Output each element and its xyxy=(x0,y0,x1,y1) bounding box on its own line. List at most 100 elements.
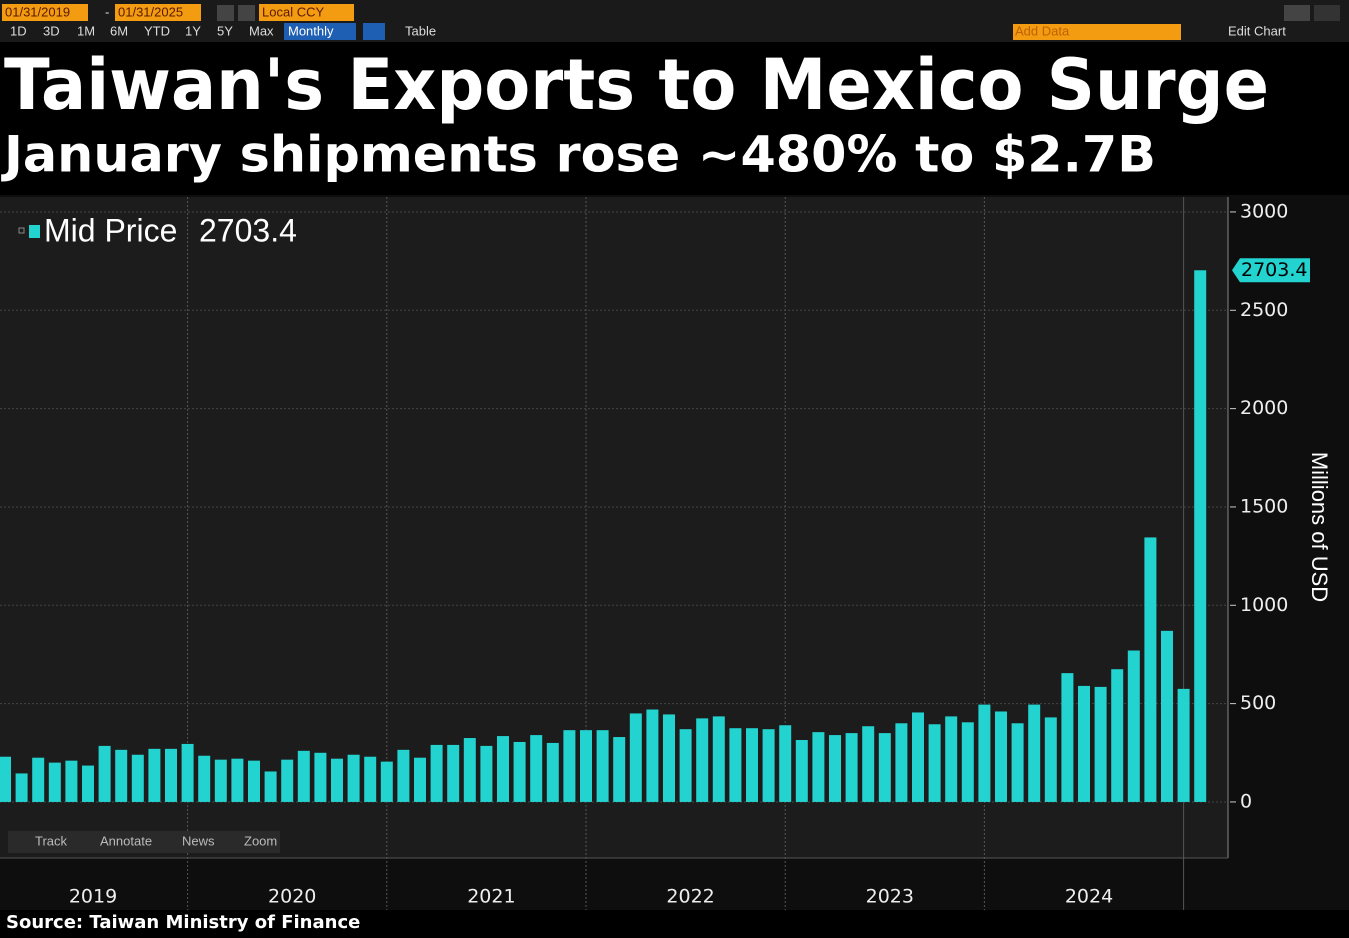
bar xyxy=(563,730,576,802)
bottom-tool[interactable]: News xyxy=(182,833,215,848)
bar xyxy=(480,745,493,802)
bar xyxy=(1044,717,1057,802)
bar xyxy=(596,730,609,802)
next-button[interactable] xyxy=(238,5,255,21)
bar xyxy=(248,760,260,802)
frequency-field[interactable] xyxy=(284,23,356,40)
bar xyxy=(1144,537,1157,802)
range-button[interactable]: 6M xyxy=(110,23,128,38)
bar xyxy=(580,730,592,802)
bar xyxy=(746,728,758,802)
bar xyxy=(15,773,28,802)
bar xyxy=(148,748,161,802)
bar xyxy=(978,704,991,802)
range-button[interactable]: YTD xyxy=(144,23,170,38)
bar xyxy=(762,729,775,802)
bar xyxy=(1011,723,1024,802)
end-date[interactable]: 01/31/2025 xyxy=(118,4,183,19)
bar xyxy=(961,722,974,802)
bar xyxy=(165,748,177,802)
bottom-tool[interactable]: Annotate xyxy=(100,833,152,848)
table-button[interactable]: Table xyxy=(405,23,436,38)
bar xyxy=(1194,270,1207,802)
bar xyxy=(1061,673,1074,802)
range-button[interactable]: 1Y xyxy=(185,23,201,38)
x-tick-label: 2020 xyxy=(268,886,316,908)
bar xyxy=(48,762,61,802)
y-axis-label: Millions of USD xyxy=(1307,452,1332,602)
bar xyxy=(314,752,327,802)
bar xyxy=(264,771,277,802)
edit-chart[interactable]: Edit Chart xyxy=(1228,23,1286,38)
chart-type-button[interactable] xyxy=(363,23,385,40)
x-tick-label: 2021 xyxy=(467,886,515,908)
currency[interactable]: Local CCY xyxy=(262,4,324,19)
legend-swatch xyxy=(29,225,40,238)
bar xyxy=(779,725,792,802)
bar xyxy=(912,712,924,802)
bar xyxy=(995,711,1007,802)
bar xyxy=(945,716,958,802)
bar xyxy=(729,728,742,802)
legend-label: Mid Price xyxy=(44,212,177,248)
redo-button[interactable] xyxy=(1314,5,1340,21)
bar xyxy=(1111,669,1124,802)
range-button[interactable]: Max xyxy=(249,23,274,38)
bar xyxy=(646,709,659,802)
bar xyxy=(1078,685,1090,802)
bar xyxy=(812,732,825,802)
bar xyxy=(115,749,128,802)
bar xyxy=(829,735,841,802)
start-date[interactable]: 01/31/2019 xyxy=(5,4,70,19)
bar xyxy=(513,741,526,802)
range-button[interactable]: 5Y xyxy=(217,23,233,38)
legend-toggle[interactable] xyxy=(18,227,25,234)
bar xyxy=(297,750,310,802)
y-tick-label: 2500 xyxy=(1240,299,1288,321)
start-date-field[interactable] xyxy=(2,4,88,21)
bar xyxy=(380,761,393,802)
bar xyxy=(65,760,78,802)
add-data[interactable]: Add Data xyxy=(1015,23,1070,38)
end-date-field[interactable] xyxy=(115,4,201,21)
y-tick-label: 0 xyxy=(1240,790,1252,812)
bar xyxy=(397,749,410,802)
bar xyxy=(878,733,891,802)
bottom-tool[interactable]: Zoom xyxy=(244,833,277,848)
y-tick-label: 500 xyxy=(1240,692,1276,714)
prev-button[interactable] xyxy=(217,5,234,21)
x-tick-label: 2022 xyxy=(666,886,714,908)
range-button[interactable]: 1D xyxy=(10,23,27,38)
bar xyxy=(1028,704,1041,802)
bar xyxy=(198,755,211,802)
bar xyxy=(281,759,294,802)
bar xyxy=(1094,686,1107,802)
bar xyxy=(32,757,45,802)
last-value-tag xyxy=(1232,258,1310,283)
add-data-field[interactable] xyxy=(1013,24,1181,40)
bar xyxy=(1177,688,1190,802)
bar xyxy=(347,754,360,802)
bar xyxy=(131,754,144,802)
y-tick-label: 1500 xyxy=(1240,495,1288,517)
currency-field[interactable] xyxy=(259,4,354,21)
bar xyxy=(98,745,111,802)
bar xyxy=(430,744,443,802)
bar xyxy=(181,743,194,802)
bar xyxy=(712,716,725,802)
y-tick-label: 3000 xyxy=(1240,200,1288,222)
bar xyxy=(414,757,426,802)
x-tick-label: 2023 xyxy=(866,886,914,908)
bar xyxy=(629,713,642,802)
frequency[interactable]: Monthly xyxy=(288,23,334,38)
bar xyxy=(895,723,908,802)
source: Source: Taiwan Ministry of Finance xyxy=(6,912,360,933)
bar xyxy=(696,718,709,802)
bar xyxy=(331,758,343,802)
range-button[interactable]: 3D xyxy=(43,23,60,38)
bottom-tool[interactable]: Track xyxy=(35,833,68,848)
bar xyxy=(82,765,94,802)
range-button[interactable]: 1M xyxy=(77,23,95,38)
undo-button[interactable] xyxy=(1284,5,1310,21)
bar xyxy=(530,735,543,802)
